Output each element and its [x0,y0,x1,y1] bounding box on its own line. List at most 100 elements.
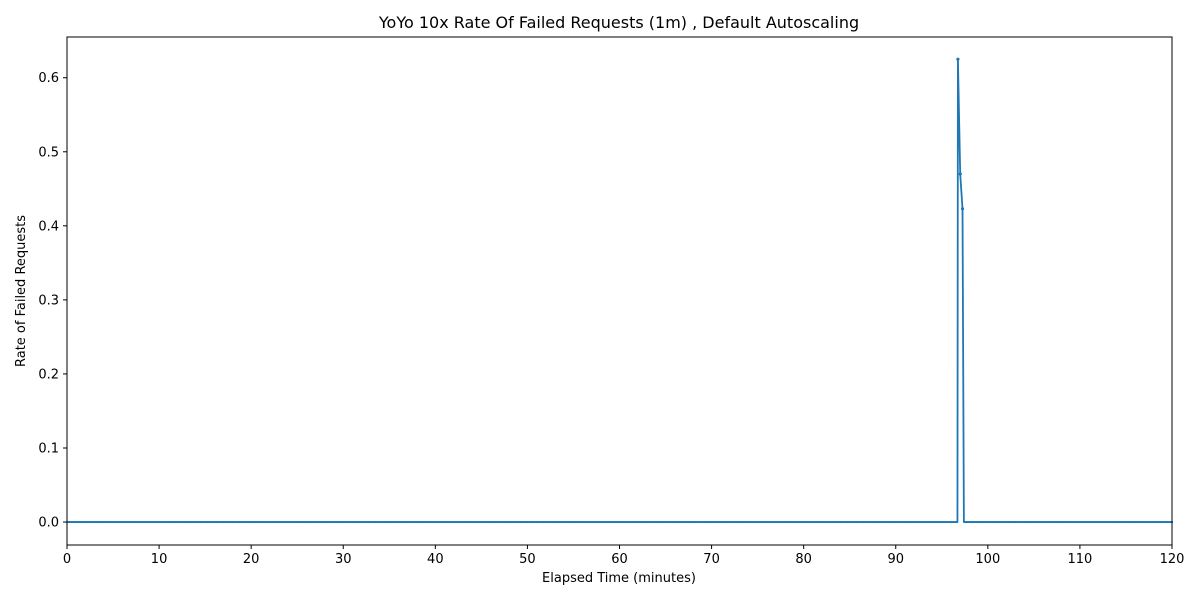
data-point [926,520,930,524]
data-point [300,520,303,524]
data-point [266,520,269,524]
peak-point [960,207,965,211]
data-point [201,520,204,524]
data-point [1078,520,1082,524]
data-point [1145,520,1148,524]
data-point [678,520,681,524]
data-point [404,520,407,524]
data-point [137,520,140,524]
data-point [397,520,400,524]
data-point [484,520,488,524]
data-point [362,520,366,524]
data-point [353,520,356,524]
data-point [418,520,421,524]
data-point [293,520,297,524]
data-point [425,520,428,524]
data-point [540,520,543,524]
data-point [936,520,939,524]
data-point [217,520,221,524]
data-point [494,520,497,524]
data-point [245,520,248,524]
data-point [606,520,610,524]
data-point [390,520,393,524]
data-point [141,520,145,524]
data-point [459,520,462,524]
data-point [415,520,419,524]
data-point [945,520,948,524]
data-point [650,520,653,524]
data-point [940,520,943,524]
data-point [1108,520,1111,524]
data-point [530,520,534,524]
data-point [454,520,458,524]
data-point [1097,520,1100,524]
data-point [268,520,271,524]
data-point [565,520,568,524]
data-point [643,520,646,524]
data-point [1092,520,1095,524]
plot-frame [66,36,1173,546]
data-point [655,520,658,524]
data-point [1009,520,1012,524]
data-point [871,520,874,524]
data-point [146,520,149,524]
data-point [448,520,451,524]
data-point [70,520,73,524]
data-point [496,520,499,524]
data-point [802,520,805,524]
data-point [894,520,897,524]
data-point [572,520,575,524]
data-point [190,520,193,524]
data-point [763,520,766,524]
data-point [682,520,686,524]
data-point [627,520,630,524]
data-point [855,520,858,524]
data-point [908,520,911,524]
data-point [100,520,103,524]
data-point [890,520,893,524]
data-point [102,520,105,524]
data-point [187,520,191,524]
data-point [183,520,186,524]
data-point [231,520,234,524]
data-point [169,520,172,524]
data-point [986,520,989,524]
data-point [277,520,280,524]
data-point [892,520,895,524]
data-point [305,520,308,524]
data-point [903,520,907,524]
data-point [1140,520,1144,524]
data-point [75,520,78,524]
data-point [1136,520,1139,524]
data-point [98,520,101,524]
data-point [367,520,370,524]
data-point [491,520,494,524]
data-point [820,520,824,524]
data-point [1055,520,1058,524]
data-point [611,520,614,524]
data-marks [65,57,1174,524]
data-point [471,520,474,524]
data-point [984,520,987,524]
data-point [1166,520,1169,524]
data-point [254,520,257,524]
data-point [629,520,633,524]
data-point [1138,520,1141,524]
data-point [731,520,734,524]
data-point [176,520,179,524]
data-point [878,520,881,524]
data-point [1046,520,1049,524]
data-point [197,520,200,524]
data-point [1085,520,1088,524]
x-tick-label: 80 [795,552,812,567]
data-point [1023,520,1026,524]
peak-point [956,57,960,61]
data-point [91,520,94,524]
data-point [206,520,209,524]
data-point [954,520,957,524]
data-point [735,520,739,524]
data-point [816,520,819,524]
data-point [84,520,87,524]
data-point [646,520,649,524]
data-point [436,520,439,524]
